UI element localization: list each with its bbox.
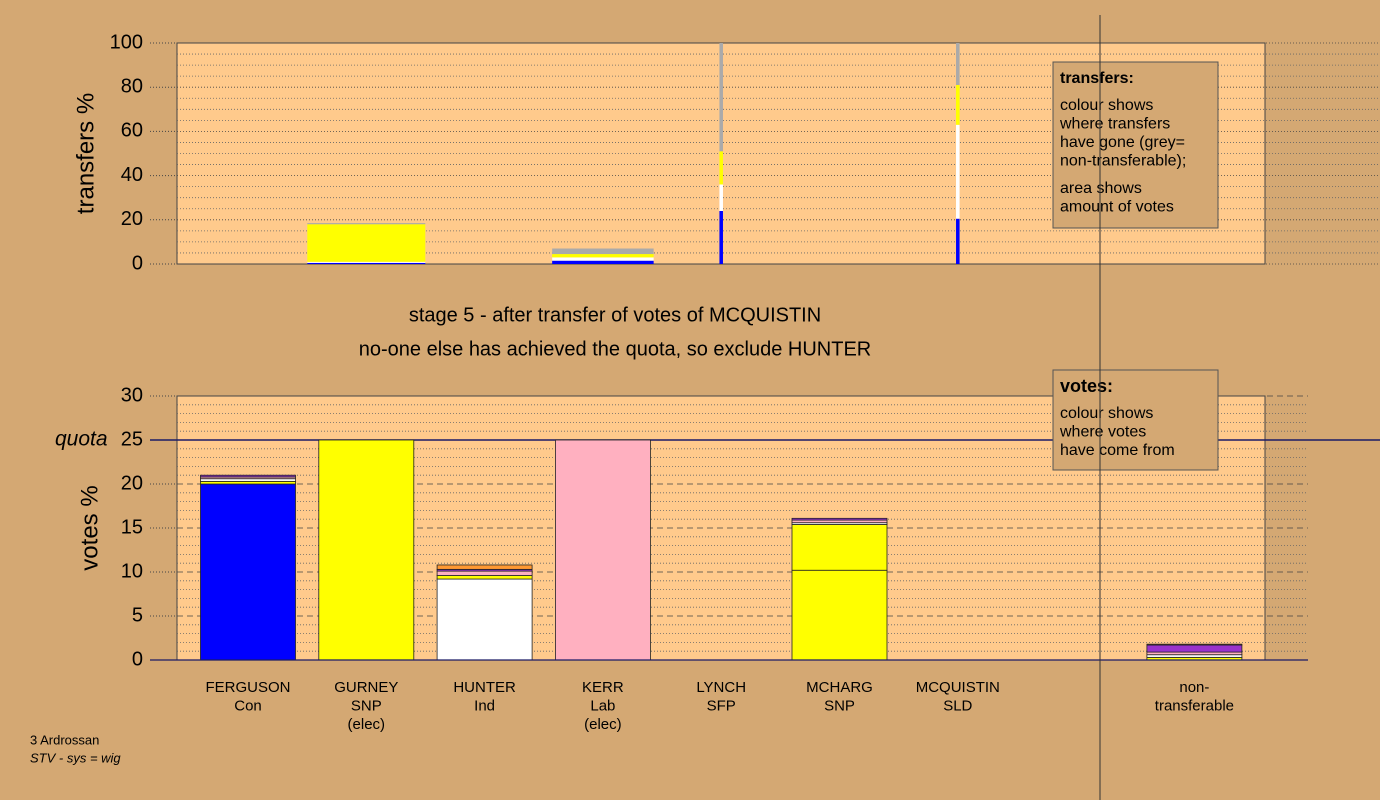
bar-segment bbox=[956, 124, 960, 219]
footer-line: 3 Ardrossan bbox=[30, 732, 99, 747]
x-tick-label: MCHARG bbox=[806, 679, 873, 696]
bar-segment bbox=[1146, 644, 1243, 653]
bar-segment bbox=[791, 517, 888, 521]
note-text: have come from bbox=[1060, 442, 1175, 459]
bar-segment bbox=[555, 439, 651, 661]
y-tick-label: 40 bbox=[121, 164, 143, 186]
note-text: amount of votes bbox=[1060, 199, 1174, 216]
chart-title: stage 5 - after transfer of votes of MCQ… bbox=[409, 304, 821, 326]
bar-segment bbox=[436, 575, 533, 580]
x-tick-label: GURNEY bbox=[334, 679, 398, 696]
bar-segment bbox=[307, 262, 426, 264]
chart-title: no-one else has achieved the quota, so e… bbox=[359, 338, 872, 360]
y-tick-label: 0 bbox=[132, 648, 143, 670]
note-title: transfers: bbox=[1060, 70, 1134, 87]
bar-segment bbox=[719, 43, 723, 152]
quota-label: quota bbox=[55, 428, 108, 451]
bar-segment bbox=[436, 564, 533, 570]
x-tick-label: Con bbox=[234, 697, 262, 714]
y-tick-label: 0 bbox=[132, 252, 143, 274]
bar-segment bbox=[719, 151, 723, 185]
bar-segment bbox=[307, 261, 426, 263]
y-tick-label: 60 bbox=[121, 120, 143, 142]
bar-segment bbox=[552, 260, 654, 264]
y-tick-label: 30 bbox=[121, 384, 143, 406]
note-box bbox=[1052, 61, 1219, 229]
bar-segment bbox=[552, 248, 654, 255]
y-tick-label: 10 bbox=[121, 560, 143, 582]
x-tick-label: HUNTER bbox=[453, 679, 516, 696]
y-tick-label: 15 bbox=[121, 516, 143, 538]
y-tick-label: 20 bbox=[121, 472, 143, 494]
note-text: where transfers bbox=[1059, 116, 1170, 133]
bar-segment bbox=[436, 570, 533, 576]
bar-segment bbox=[791, 524, 888, 571]
bar-segment bbox=[307, 224, 426, 262]
y-axis-label: transfers % bbox=[72, 93, 99, 214]
x-tick-label: KERR bbox=[582, 679, 624, 696]
x-tick-label: non- bbox=[1179, 679, 1209, 696]
y-tick-label: 25 bbox=[121, 428, 143, 450]
x-tick-label: SNP bbox=[351, 697, 382, 714]
note-title: votes: bbox=[1060, 376, 1113, 396]
y-tick-label: 100 bbox=[110, 31, 143, 53]
x-tick-label: SNP bbox=[824, 697, 855, 714]
note-text: colour shows bbox=[1060, 405, 1153, 422]
x-tick-label: Ind bbox=[474, 697, 495, 714]
bar-segment bbox=[719, 184, 723, 211]
x-tick-label: Lab bbox=[590, 697, 615, 714]
note-text: non-transferable); bbox=[1060, 153, 1186, 170]
note-text: area shows bbox=[1060, 180, 1142, 197]
bar-segment bbox=[1146, 643, 1243, 646]
bar-segment bbox=[956, 218, 960, 264]
bar-segment bbox=[552, 254, 654, 258]
bar-segment bbox=[791, 569, 888, 661]
y-tick-label: 20 bbox=[121, 208, 143, 230]
bar-segment bbox=[552, 257, 654, 261]
note-text: have gone (grey= bbox=[1060, 134, 1185, 151]
x-tick-label: (elec) bbox=[584, 716, 622, 733]
y-axis-label: votes % bbox=[76, 485, 103, 570]
x-tick-label: SLD bbox=[943, 697, 972, 714]
bar-segment bbox=[307, 223, 426, 225]
x-tick-label: (elec) bbox=[348, 716, 386, 733]
x-tick-label: LYNCH bbox=[696, 679, 746, 696]
x-tick-label: MCQUISTIN bbox=[916, 679, 1000, 696]
note-box bbox=[1052, 369, 1219, 471]
y-tick-label: 5 bbox=[132, 604, 143, 626]
note-text: colour shows bbox=[1060, 97, 1153, 114]
bar-segment bbox=[200, 474, 296, 478]
bar-segment bbox=[956, 43, 960, 85]
x-tick-label: transferable bbox=[1155, 697, 1234, 714]
footer-line: STV - sys = wig bbox=[30, 750, 121, 765]
bar-segment bbox=[436, 578, 533, 661]
bar-segment bbox=[719, 210, 723, 264]
note-text: where votes bbox=[1059, 424, 1146, 441]
y-tick-label: 80 bbox=[121, 75, 143, 97]
bar-segment bbox=[318, 439, 415, 661]
bar-segment bbox=[956, 84, 960, 125]
x-tick-label: SFP bbox=[707, 697, 736, 714]
bar-segment bbox=[200, 483, 296, 661]
x-tick-label: FERGUSON bbox=[205, 679, 290, 696]
